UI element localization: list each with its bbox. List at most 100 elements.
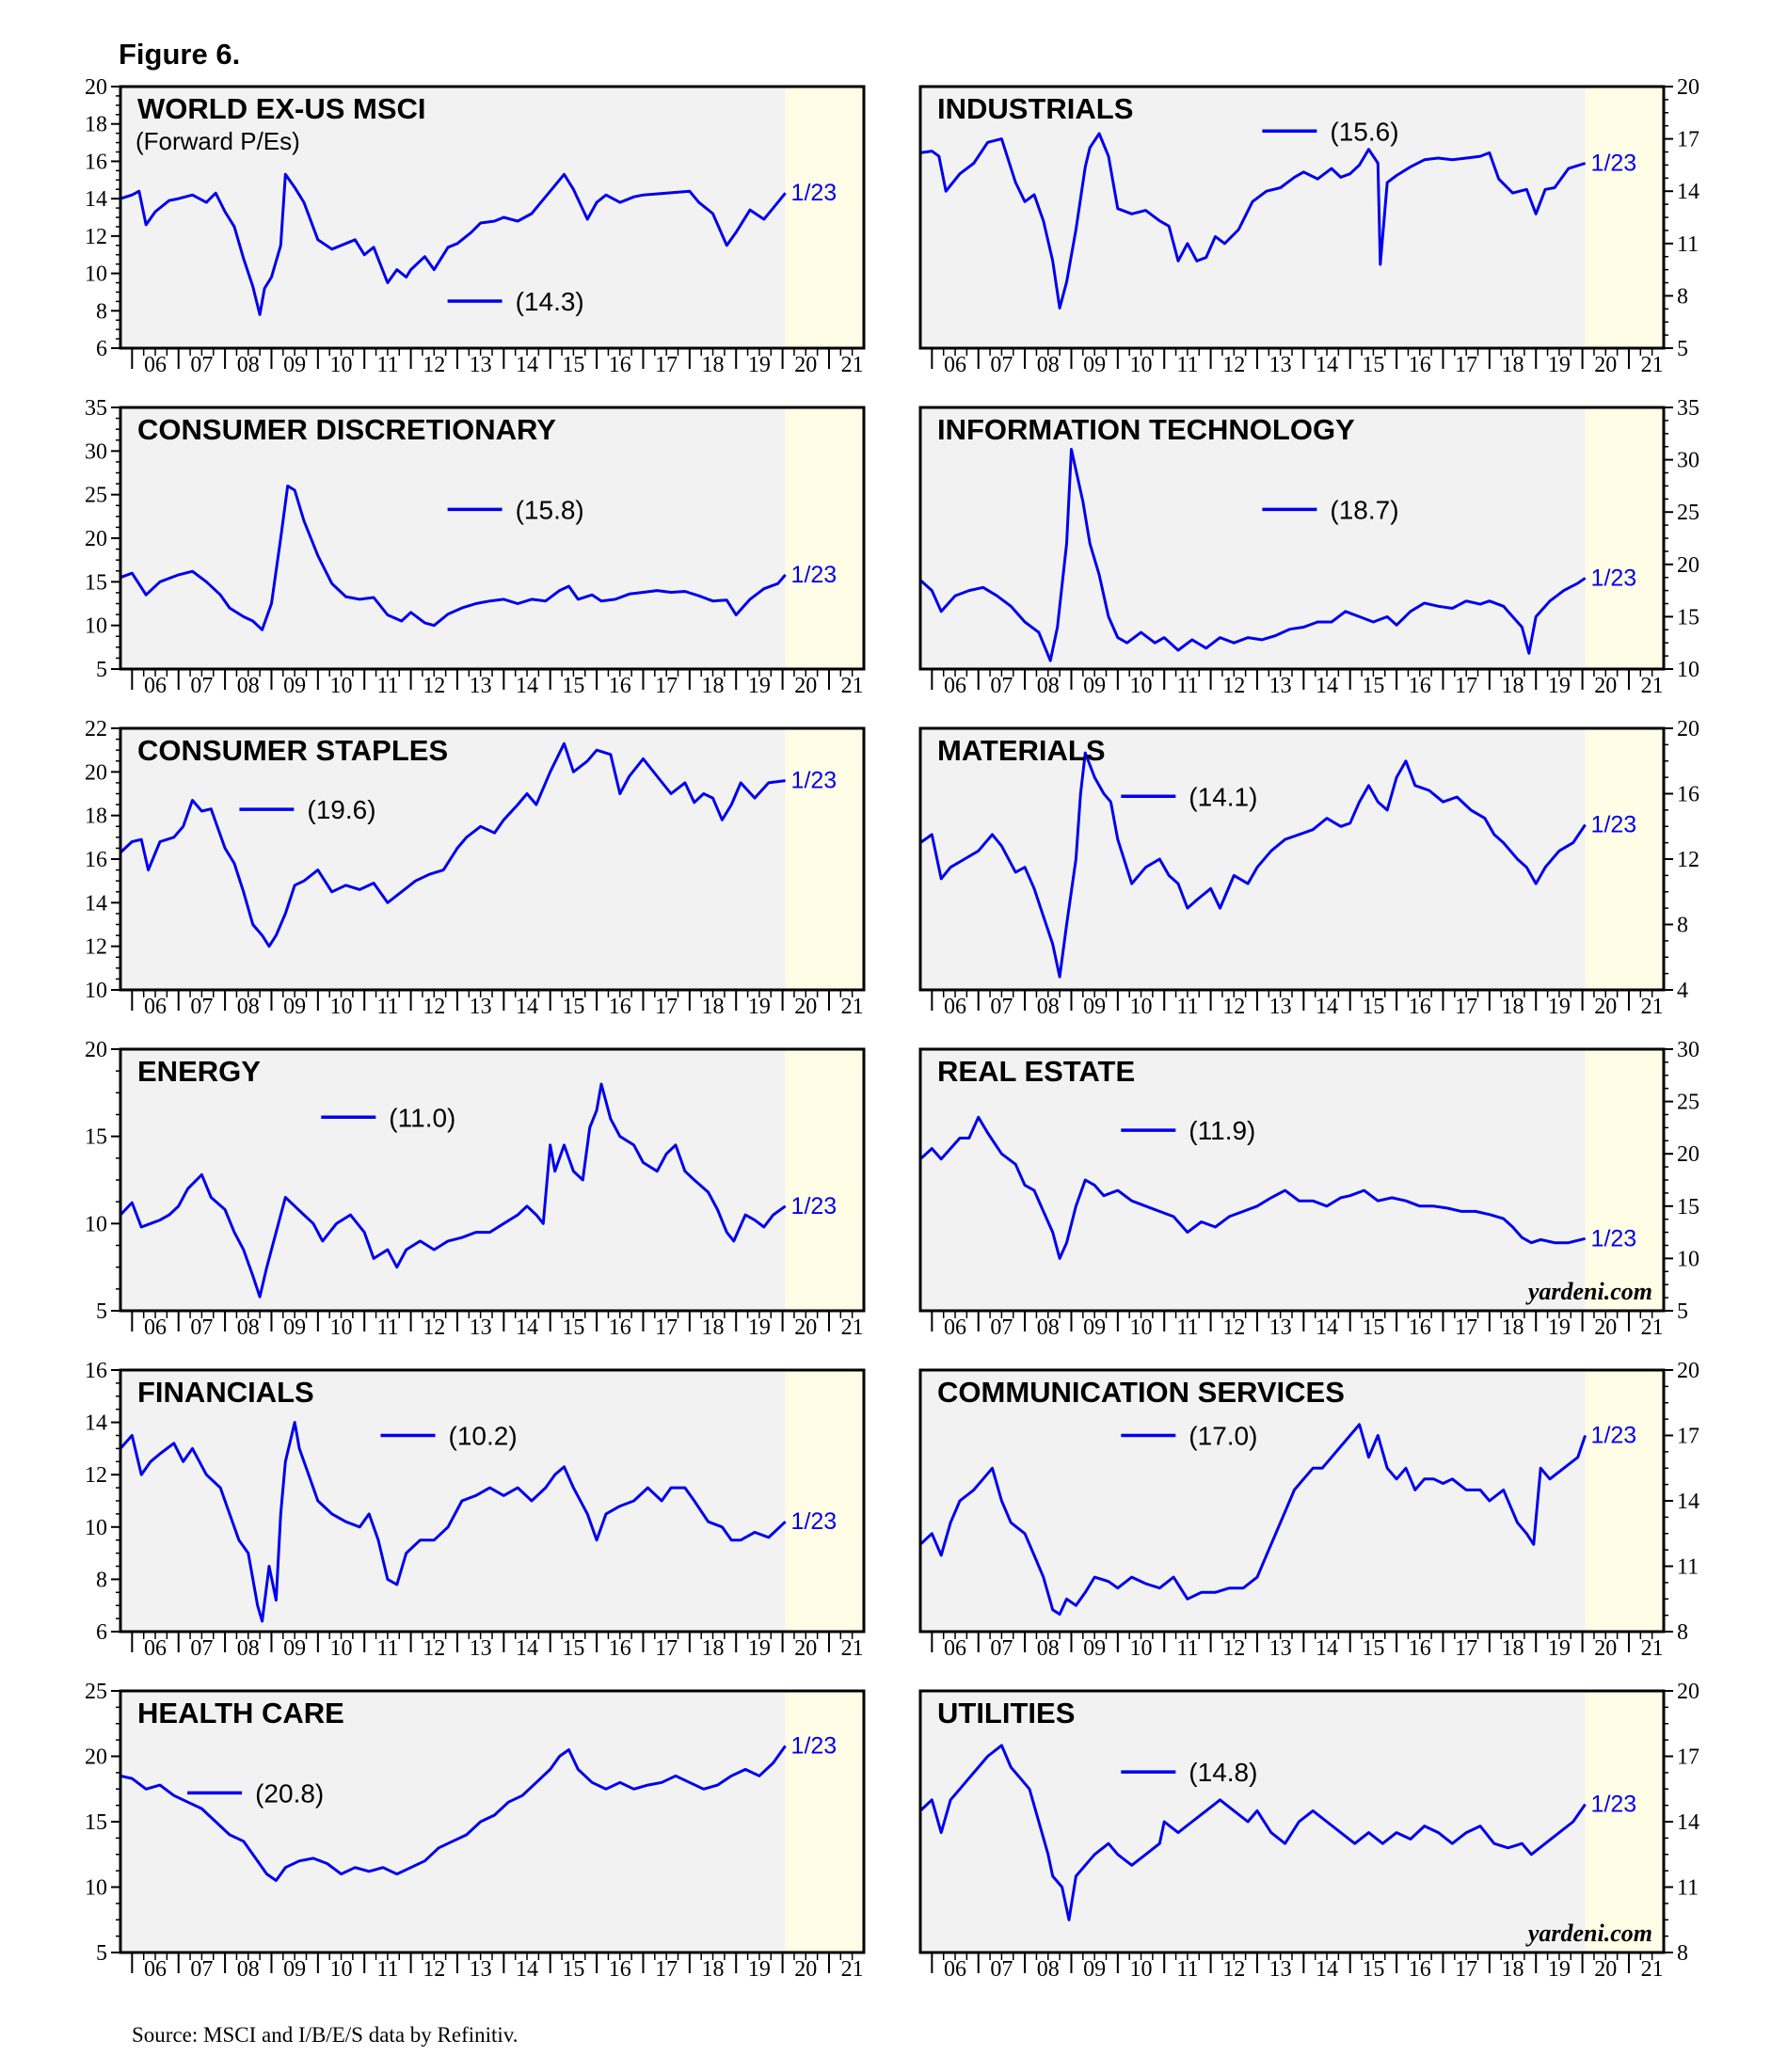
- x-tick-label: 16: [609, 1636, 631, 1661]
- x-tick-label: 13: [1269, 1957, 1292, 1982]
- x-tick-label: 07: [190, 1636, 213, 1661]
- x-tick-label: 20: [1594, 674, 1617, 698]
- x-tick-label: 18: [1502, 1636, 1524, 1661]
- annotation-value: (11.0): [389, 1103, 455, 1132]
- x-tick-label: 13: [470, 1957, 492, 1982]
- x-tick-label: 08: [1037, 674, 1060, 698]
- x-tick-label: 19: [748, 995, 771, 1019]
- x-tick-label: 11: [376, 1315, 398, 1340]
- annotation-value: (17.0): [1189, 1422, 1257, 1451]
- history-shading: [920, 1049, 1586, 1311]
- y-tick-label: 12: [85, 225, 107, 249]
- chart-title: HEALTH CARE: [137, 1697, 344, 1729]
- series-line: [918, 1115, 1586, 1260]
- y-tick-label: 10: [85, 1876, 107, 1901]
- y-tick-label: 11: [1677, 232, 1699, 257]
- x-tick-label: 07: [990, 995, 1013, 1019]
- x-tick-label: 10: [330, 995, 353, 1019]
- last-date-label: 1/23: [791, 1193, 838, 1219]
- x-tick-label: 10: [330, 1315, 353, 1340]
- x-tick-label: 12: [1222, 1957, 1245, 1982]
- x-tick-label: 21: [1641, 1315, 1664, 1340]
- y-tick-label: 20: [85, 527, 107, 551]
- x-tick-label: 14: [516, 1957, 538, 1982]
- y-tick-label: 14: [85, 1411, 107, 1436]
- x-tick-label: 21: [841, 1636, 864, 1661]
- x-tick-label: 09: [1083, 674, 1106, 698]
- chart-title: INFORMATION TECHNOLOGY: [937, 413, 1355, 446]
- last-date-label: 1/23: [791, 1508, 838, 1535]
- y-tick-label: 25: [85, 1680, 107, 1704]
- y-tick-label: 5: [1677, 337, 1688, 361]
- x-tick-label: 15: [562, 1315, 584, 1340]
- y-tick-label: 6: [96, 1620, 107, 1645]
- history-shading: [920, 1370, 1586, 1632]
- y-tick-label: 20: [1677, 1142, 1699, 1167]
- x-tick-label: 15: [1362, 1636, 1384, 1661]
- x-tick-label: 14: [516, 1636, 538, 1661]
- x-tick-label: 15: [562, 995, 584, 1019]
- x-tick-label: 14: [1316, 1957, 1338, 1982]
- x-tick-label: 06: [944, 353, 966, 377]
- x-tick-label: 10: [330, 1636, 353, 1661]
- y-tick-label: 10: [1677, 658, 1699, 682]
- y-tick-label: 16: [85, 150, 107, 174]
- x-tick-label: 06: [944, 995, 966, 1019]
- annotation-value: (11.9): [1189, 1116, 1255, 1145]
- x-tick-label: 12: [423, 353, 445, 377]
- x-tick-label: 19: [748, 353, 771, 377]
- chart-title: FINANCIALS: [137, 1376, 314, 1409]
- brand-watermark: yardeni.com: [1525, 1278, 1652, 1305]
- x-tick-label: 19: [1548, 1315, 1571, 1340]
- x-tick-label: 06: [144, 1957, 167, 1982]
- chart-panel-10: COMMUNICATION SERVICES (17.0) 1/23 8 11 14 17 2…: [918, 1359, 1699, 1661]
- y-tick-label: 20: [1677, 717, 1699, 741]
- x-tick-label: 16: [609, 353, 631, 377]
- x-tick-label: 18: [702, 995, 725, 1019]
- chart-panel-8: REAL ESTATE (11.9) 1/23 yardeni.com 5 10 15 20 2…: [918, 1038, 1699, 1340]
- x-tick-label: 14: [1316, 1636, 1338, 1661]
- chart-panel-4: INFORMATION TECHNOLOGY (18.7) 1/23 10 15 20 25…: [918, 396, 1699, 698]
- x-tick-label: 19: [748, 1315, 771, 1340]
- x-tick-label: 20: [794, 995, 817, 1019]
- x-tick-label: 13: [1269, 1315, 1292, 1340]
- x-tick-label: 06: [944, 1315, 966, 1340]
- x-tick-label: 18: [702, 1636, 725, 1661]
- last-date-label: 1/23: [1591, 1423, 1637, 1449]
- x-tick-label: 06: [144, 1636, 167, 1661]
- chart-title: INDUSTRIALS: [937, 92, 1133, 125]
- x-tick-label: 15: [562, 1636, 584, 1661]
- x-tick-label: 16: [1409, 1636, 1431, 1661]
- y-tick-label: 10: [85, 1516, 107, 1540]
- x-tick-label: 17: [1455, 1957, 1477, 1982]
- y-tick-label: 10: [85, 979, 107, 1003]
- last-date-label: 1/23: [791, 562, 838, 588]
- y-tick-label: 16: [85, 1359, 107, 1383]
- y-tick-label: 17: [1677, 1425, 1699, 1449]
- x-tick-label: 21: [1641, 1636, 1664, 1661]
- x-tick-label: 09: [283, 1636, 306, 1661]
- x-tick-label: 13: [1269, 995, 1292, 1019]
- y-tick-label: 16: [85, 848, 107, 872]
- chart-title: ENERGY: [137, 1055, 261, 1088]
- y-tick-label: 4: [1677, 979, 1688, 1003]
- chart-panel-1: WORLD EX-US MSCI(Forward P/Es) (14.3) 1/23…: [85, 75, 866, 377]
- y-tick-label: 15: [1677, 605, 1699, 630]
- x-tick-label: 18: [1502, 1315, 1524, 1340]
- y-tick-label: 18: [85, 113, 107, 137]
- y-tick-label: 8: [96, 299, 107, 324]
- x-tick-label: 20: [794, 1315, 817, 1340]
- y-tick-label: 5: [96, 658, 107, 682]
- x-tick-label: 13: [470, 1315, 492, 1340]
- x-tick-label: 15: [1362, 1315, 1384, 1340]
- y-tick-label: 14: [1677, 1490, 1699, 1514]
- y-tick-label: 35: [85, 396, 107, 421]
- x-tick-label: 19: [748, 674, 771, 698]
- x-tick-label: 12: [423, 1636, 445, 1661]
- x-tick-label: 09: [283, 995, 306, 1019]
- x-tick-label: 21: [1641, 674, 1664, 698]
- y-tick-label: 14: [85, 187, 107, 212]
- x-tick-label: 11: [376, 674, 398, 698]
- x-tick-label: 08: [1037, 995, 1060, 1019]
- x-tick-label: 09: [283, 1957, 306, 1982]
